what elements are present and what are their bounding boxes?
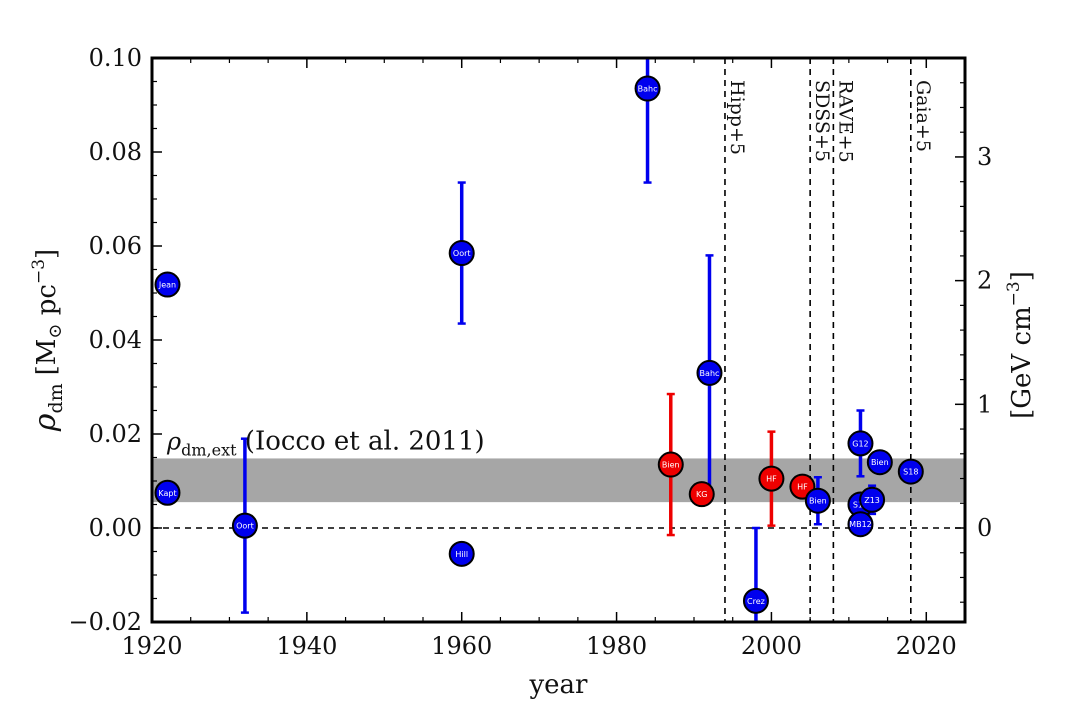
data-point-marker-0 [154, 271, 181, 298]
data-point-marker-9 [742, 587, 769, 614]
data-point-label-0: Jean [158, 281, 176, 290]
data-point-13: G12 [847, 430, 874, 457]
y-axis-left-units: [M [32, 339, 62, 376]
data-point-marker-2 [231, 512, 258, 539]
x-tick-label-3: 1980 [586, 632, 647, 660]
data-point-label-3: Oort [453, 249, 471, 258]
y-tick-label-0: −0.02 [68, 608, 142, 636]
y-tick-label-5: 0.08 [89, 138, 142, 166]
y-axis-left-units-tail: pc [32, 284, 62, 323]
band-rect [152, 458, 965, 503]
data-point-2: Oort [231, 512, 258, 539]
data-point-marker-12 [804, 487, 831, 514]
data-point-label-8: Bahc [700, 369, 720, 378]
data-point-marker-15 [847, 511, 874, 538]
y-tick-label-6: 0.10 [89, 44, 142, 72]
data-point-8: Bahc [696, 359, 723, 386]
data-point-label-2: Oort [236, 522, 254, 531]
y-axis-left-symbol: ρ [28, 413, 63, 432]
y-right-tick-label-1: 1 [977, 390, 992, 418]
data-point-label-9: Crez [747, 597, 765, 606]
data-point-marker-13 [847, 430, 874, 457]
data-point-marker-6 [657, 451, 684, 478]
x-tick-label-1: 1940 [276, 632, 337, 660]
vline-label-1: SDSS+5 [811, 80, 833, 162]
x-tick-label-2: 1960 [431, 632, 492, 660]
data-point-17: Bien [866, 449, 893, 476]
plot-frame [150, 56, 967, 624]
data-point-5: Bahc [634, 75, 661, 102]
y-axis-left-symbol-sub: dm [45, 383, 67, 413]
data-point-label-13: G12 [852, 439, 868, 448]
data-point-marker-5 [634, 75, 661, 102]
data-point-label-11: HF [797, 483, 808, 492]
data-point-label-5: Bahc [638, 85, 658, 94]
data-point-label-12: Bien [809, 497, 827, 506]
x-tick-label-0: 1920 [121, 632, 182, 660]
data-point-marker-3 [448, 240, 475, 267]
x-tick-label-5: 2020 [896, 632, 957, 660]
data-point-0: Jean [154, 271, 181, 298]
band-label-text: (Iocco et al. 2011) [237, 426, 485, 456]
y-right-tick-label-3: 3 [977, 143, 992, 171]
y-axis-right-units: [GeV cm [1007, 306, 1037, 419]
band-label: ρdm,ext (Iocco et al. 2011) [166, 426, 485, 459]
data-point-marker-18 [897, 458, 924, 485]
y-tick-label-3: 0.04 [89, 326, 142, 354]
data-point-label-4: Hill [455, 550, 468, 559]
y-right-tick-label-0: 0 [977, 514, 992, 542]
data-point-label-7: KG [696, 490, 707, 499]
data-point-label-6: Bien [662, 461, 680, 470]
y-axis-left-title: ρdm [M⊙ pc−3] [28, 249, 67, 432]
data-point-marker-1 [154, 479, 181, 506]
y-axis-right-units-close: ] [1007, 271, 1037, 281]
vline-label-0: Hipp+5 [726, 80, 748, 155]
data-point-marker-10 [758, 465, 785, 492]
y-axis-left-units-sub: ⊙ [45, 324, 66, 339]
y-axis-left-units-exp: −3 [29, 259, 49, 284]
vline-label-2: RAVE+5 [834, 80, 856, 163]
y-axis-left-units-close: ] [32, 249, 62, 259]
x-tick-label-4: 2000 [741, 632, 802, 660]
x-axis-title: year [528, 670, 588, 700]
data-point-label-17: Bien [871, 458, 889, 467]
data-point-7: KG [688, 481, 715, 508]
y-axis-right-units-exp: −3 [1004, 281, 1024, 306]
data-point-4: Hill [448, 540, 475, 567]
data-point-18: S18 [897, 458, 924, 485]
data-point-marker-4 [448, 540, 475, 567]
data-point-label-10: HF [766, 475, 777, 484]
band-label-symbol-sub: dm,ext [181, 440, 237, 459]
reference-band [152, 458, 965, 503]
data-points: Jean Kapt Oort Oort Hill Bahc Bien KG Bahc Crez HF… [154, 75, 924, 614]
data-point-marker-16 [859, 486, 886, 513]
data-point-label-1: Kapt [158, 489, 176, 498]
vline-label-3: Gaia+5 [912, 80, 934, 152]
y-tick-label-1: 0.00 [89, 514, 142, 542]
data-point-16: Z13 [859, 486, 886, 513]
data-point-label-15: MB12 [849, 520, 872, 529]
data-point-marker-7 [688, 481, 715, 508]
data-point-label-16: Z13 [864, 496, 880, 505]
data-point-9: Crez [742, 587, 769, 614]
data-point-15: MB12 [847, 511, 874, 538]
data-point-1: Kapt [154, 479, 181, 506]
y-right-tick-label-2: 2 [977, 267, 992, 295]
data-point-label-18: S18 [903, 468, 918, 477]
data-point-12: Bien [804, 487, 831, 514]
data-point-3: Oort [448, 240, 475, 267]
data-point-10: HF [758, 465, 785, 492]
data-point-6: Bien [657, 451, 684, 478]
y-tick-label-2: 0.02 [89, 420, 142, 448]
y-tick-label-4: 0.06 [89, 232, 142, 260]
y-axis-right-title: [GeV cm−3] [1004, 271, 1037, 419]
reference-lines: Hipp+5 SDSS+5 RAVE+5 Gaia+5 [152, 58, 965, 622]
band-label-symbol: ρ [166, 427, 181, 455]
data-point-marker-8 [696, 359, 723, 386]
data-point-marker-17 [866, 449, 893, 476]
